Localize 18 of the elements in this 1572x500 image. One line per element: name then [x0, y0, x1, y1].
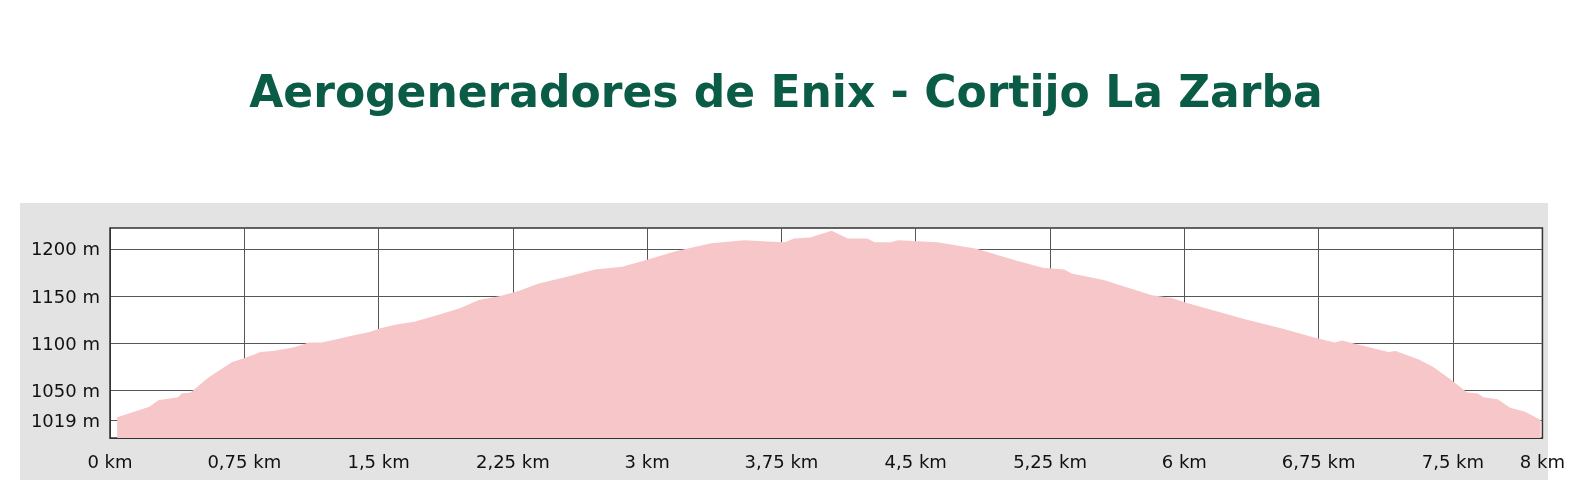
chart-title: Aerogeneradores de Enix - Cortijo La Zarba [248, 66, 1324, 117]
x-tick-label: 3 km [624, 450, 670, 472]
y-tick-label: 1200 m [30, 238, 100, 260]
x-tick-label: 3,75 km [744, 450, 819, 472]
x-tick-label: 0,75 km [207, 450, 282, 472]
x-tick-label: 0 km [87, 450, 133, 472]
x-tick-label: 6,75 km [1281, 450, 1356, 472]
x-tick-label: 4,5 km [884, 450, 947, 472]
x-tick-label: 6 km [1161, 450, 1207, 472]
y-tick-label: 1050 m [30, 380, 100, 402]
x-tick-label: 5,25 km [1013, 450, 1087, 472]
y-tick-label: 1019 m [30, 409, 100, 431]
x-tick-label: 1,5 km [347, 450, 410, 472]
y-tick-label: 1150 m [30, 285, 100, 307]
x-tick-label: 7,5 km [1421, 450, 1485, 472]
y-tick-label: 1100 m [30, 332, 100, 354]
x-tick-label: 8 km [1519, 450, 1565, 472]
x-tick-label: 2,25 km [475, 450, 550, 472]
